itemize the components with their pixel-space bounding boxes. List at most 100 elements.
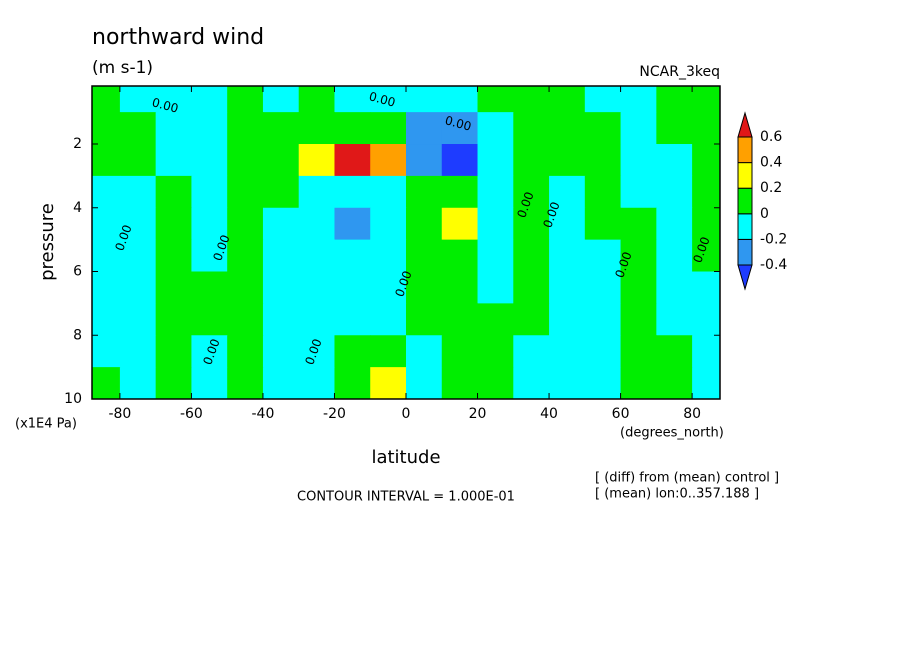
field-cell [584, 86, 622, 113]
field-cell [406, 207, 443, 241]
field-cell [477, 175, 514, 209]
field-cell [406, 86, 443, 113]
field-cell [370, 207, 407, 241]
field-cell [477, 303, 514, 336]
x-tick-label: 20 [469, 406, 487, 422]
field-cell [334, 144, 371, 177]
field-cell [477, 86, 514, 113]
field-cell [191, 86, 228, 113]
field-cell [441, 303, 479, 336]
field-cell [370, 367, 407, 399]
colorbar-label: 0.4 [760, 155, 782, 171]
field-cell [370, 86, 407, 113]
field-cell [692, 335, 720, 368]
field-cell [620, 271, 657, 304]
y-tick-label: 2 [73, 136, 82, 152]
field-cell [620, 86, 657, 113]
field-cell [584, 239, 622, 273]
field-cell [584, 367, 622, 399]
field-cell [227, 86, 264, 113]
field-cell [477, 112, 514, 145]
field-cell [549, 303, 586, 336]
field-cell [334, 112, 371, 145]
field-cell [656, 144, 693, 177]
field-cell [584, 335, 622, 368]
field-cell [334, 175, 371, 209]
chart-title: northward wind [92, 25, 264, 50]
field-cell [155, 207, 192, 241]
field-cell [513, 239, 550, 273]
field-cell [370, 271, 407, 304]
field-cell [656, 239, 693, 273]
field-cell [227, 303, 264, 336]
field-cell [692, 175, 720, 209]
field-cell [513, 144, 550, 177]
field-cell [692, 303, 720, 336]
field-cell [584, 207, 622, 241]
field-cell [406, 271, 443, 304]
field-cell [477, 271, 514, 304]
field-cell [119, 112, 157, 145]
field-cell [227, 112, 264, 145]
field-cell [549, 144, 586, 177]
chart-subtitle: (m s-1) [92, 58, 153, 78]
y-tick-label: 10 [64, 391, 82, 407]
field-cell [92, 271, 121, 304]
colorbar-swatch [737, 213, 753, 240]
field-cell [298, 207, 335, 241]
y-tick-label: 8 [73, 327, 82, 343]
field-cell [549, 175, 586, 209]
field-cell [549, 239, 586, 273]
field-cell [119, 144, 157, 177]
field-cell [298, 112, 335, 145]
field-cell [191, 335, 228, 368]
field-cell [191, 175, 228, 209]
field-cell [513, 207, 550, 241]
field-cell [191, 239, 228, 273]
field-cell [155, 271, 192, 304]
field-cell [119, 367, 157, 399]
field-cell [620, 144, 657, 177]
field-cell [227, 271, 264, 304]
contour-interval: CONTOUR INTERVAL = 1.000E-01 [297, 490, 515, 505]
field-cell [92, 207, 121, 241]
field-cell [298, 239, 335, 273]
field-cell [656, 175, 693, 209]
field-cell [584, 144, 622, 177]
field-cell [155, 335, 192, 368]
x-tick-label: 80 [683, 406, 701, 422]
field-cell [262, 303, 300, 336]
field-cell [155, 144, 192, 177]
field-cell [262, 367, 300, 399]
field-cell [441, 207, 479, 241]
field-cell [406, 239, 443, 273]
x-tick-label: -60 [180, 406, 203, 422]
field-cell [92, 175, 121, 209]
contour-label: 0.00 [150, 95, 179, 115]
field-cell [92, 335, 121, 368]
field-cell [334, 303, 371, 336]
field-cell [513, 271, 550, 304]
field-cell [620, 175, 657, 209]
field-cell [191, 303, 228, 336]
colorbar-swatch [737, 162, 753, 189]
field-cell [441, 175, 479, 209]
field-cell [227, 367, 264, 399]
x-tick-label: -80 [108, 406, 131, 422]
field-cell [549, 112, 586, 145]
field-cell [298, 86, 335, 113]
field-cell [370, 335, 407, 368]
field-cell [298, 144, 335, 177]
field-cell [191, 367, 228, 399]
field-cell [477, 144, 514, 177]
field-cell [406, 112, 443, 145]
field-cell [227, 239, 264, 273]
field-cell [370, 239, 407, 273]
x-tick-label: 60 [612, 406, 630, 422]
field-cell [549, 271, 586, 304]
field-cell [477, 335, 514, 368]
field-cell [549, 86, 586, 113]
field-cell [692, 207, 720, 241]
field-cell [441, 271, 479, 304]
contour-label: 0.00 [443, 113, 472, 133]
